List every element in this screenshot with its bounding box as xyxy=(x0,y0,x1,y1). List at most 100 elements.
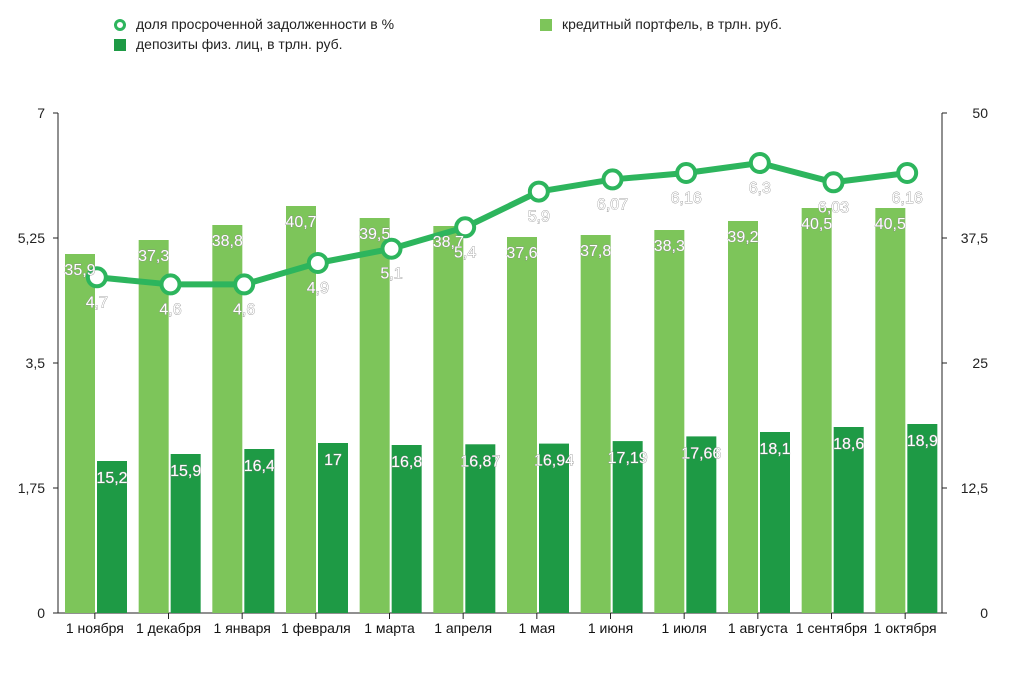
x-tick-label: 1 марта xyxy=(364,620,415,636)
y-right-tick-label: 0 xyxy=(980,605,988,621)
bar-deposits xyxy=(686,436,717,613)
data-label-deposits: 16,4 xyxy=(244,458,275,475)
line-point-overdue-share xyxy=(159,273,182,296)
bar-loan-portfolio xyxy=(507,237,537,613)
line-point-overdue-share xyxy=(675,162,698,184)
data-label-deposits: 17 xyxy=(324,452,342,469)
bar-loan-portfolio xyxy=(138,240,169,613)
legend-label-deposits: депозиты физ. лиц, в трлн. руб. xyxy=(136,36,343,52)
data-label-overdue-share: 5,4 xyxy=(454,244,476,261)
data-label-loan-portfolio: 40,5 xyxy=(801,216,832,233)
data-label-overdue-share: 4,9 xyxy=(307,280,329,297)
data-label-loan-portfolio: 38,3 xyxy=(654,238,685,255)
data-label-deposits: 17,66 xyxy=(681,445,721,462)
line-point-overdue-share xyxy=(306,252,329,274)
line-overdue-share xyxy=(93,160,911,288)
data-label-overdue-share: 6,03 xyxy=(818,199,849,216)
line-point-overdue-share xyxy=(748,152,771,174)
x-tick-label: 1 ноября xyxy=(66,620,124,636)
data-label-loan-portfolio: 38,8 xyxy=(212,233,243,250)
bar-loan-portfolio xyxy=(875,208,906,613)
x-tick-label: 1 мая xyxy=(518,620,555,636)
chart-legend: доля просроченной задолженности в % депо… xyxy=(0,0,1024,60)
y-left-tick-label: 5,25 xyxy=(18,230,45,246)
bar-deposits xyxy=(244,449,275,613)
bar-deposits xyxy=(97,461,127,613)
y-right-tick-label: 37,5 xyxy=(961,230,988,246)
data-label-loan-portfolio: 40,5 xyxy=(875,216,906,233)
y-left-tick-label: 1,75 xyxy=(18,480,45,496)
y-left-tick-label: 3,5 xyxy=(26,355,46,371)
data-label-deposits: 18,6 xyxy=(833,436,864,453)
data-label-loan-portfolio: 39,5 xyxy=(359,226,390,243)
data-label-overdue-share: 6,3 xyxy=(749,180,771,197)
legend-marker-line xyxy=(114,19,126,31)
data-label-overdue-share: 6,07 xyxy=(597,196,628,213)
x-tick-label: 1 июня xyxy=(588,620,633,636)
y-left-tick-label: 7 xyxy=(37,105,45,121)
data-label-loan-portfolio: 38,7 xyxy=(433,234,464,251)
y-right-tick-label: 50 xyxy=(972,105,988,121)
data-label-overdue-share: 5,9 xyxy=(528,209,550,226)
x-tick-label: 1 июля xyxy=(661,620,706,636)
bar-deposits xyxy=(539,443,569,613)
line-group xyxy=(85,152,919,296)
bar-deposits xyxy=(612,441,643,613)
bar-deposits xyxy=(318,443,348,613)
bar-deposits xyxy=(760,432,790,613)
data-label-overdue-share: 6,16 xyxy=(671,190,702,207)
bar-deposits xyxy=(391,445,422,613)
x-tick-label: 1 апреля xyxy=(434,620,492,636)
line-point-overdue-share xyxy=(822,171,845,194)
x-tick-label: 1 октября xyxy=(874,620,937,636)
bar-deposits xyxy=(170,454,201,613)
bar-deposits xyxy=(907,424,938,613)
data-label-deposits: 18,9 xyxy=(907,433,938,450)
y-left-tick-label: 0 xyxy=(37,605,45,621)
data-label-loan-portfolio: 37,6 xyxy=(506,245,537,262)
bar-loan-portfolio xyxy=(728,221,758,613)
line-point-overdue-share xyxy=(896,162,919,184)
data-label-overdue-share: 4,6 xyxy=(159,301,181,318)
data-label-overdue-share: 6,16 xyxy=(892,190,923,207)
data-label-overdue-share: 4,7 xyxy=(86,294,108,311)
line-point-overdue-share xyxy=(601,168,624,191)
line-point-overdue-share xyxy=(85,266,108,289)
bar-loan-portfolio xyxy=(580,235,611,613)
legend-label-loan-portfolio: кредитный портфель, в трлн. руб. xyxy=(562,16,783,32)
x-tick-label: 1 февраля xyxy=(281,620,351,636)
data-label-deposits: 15,2 xyxy=(96,470,127,487)
axes-group: 0 1,75 3,5 5,25 7 0 12,5 25 37,5 50 1 ноября 1 дека… xyxy=(18,105,988,636)
data-label-loan-portfolio: 40,7 xyxy=(285,214,316,231)
bar-loan-portfolio xyxy=(801,208,832,613)
bars-group xyxy=(65,206,938,613)
bar-loan-portfolio xyxy=(433,226,464,613)
legend-swatch-deposits xyxy=(114,39,126,51)
bar-loan-portfolio xyxy=(359,218,390,613)
data-label-deposits: 15,9 xyxy=(170,463,201,480)
line-point-overdue-share xyxy=(233,273,256,296)
y-right-tick-label: 25 xyxy=(972,355,988,371)
bar-deposits xyxy=(833,427,864,613)
legend-swatch-loan-portfolio xyxy=(540,19,552,31)
data-label-overdue-share: 4,6 xyxy=(233,301,255,318)
x-tick-label: 1 августа xyxy=(728,620,788,636)
line-point-overdue-share xyxy=(527,180,550,203)
data-label-overdue-share: 5,1 xyxy=(380,266,402,283)
data-label-deposits: 18,1 xyxy=(759,441,790,458)
line-point-overdue-share xyxy=(380,237,403,260)
legend-label-overdue-share: доля просроченной задолженности в % xyxy=(136,16,395,32)
data-label-deposits: 16,94 xyxy=(534,453,574,470)
x-tick-label: 1 декабря xyxy=(136,620,201,636)
data-label-deposits: 16,8 xyxy=(391,454,422,471)
x-tick-label: 1 января xyxy=(214,620,271,636)
data-label-deposits: 16,87 xyxy=(460,453,500,470)
bar-loan-portfolio xyxy=(654,230,685,613)
bar-loan-portfolio xyxy=(65,254,95,613)
data-label-loan-portfolio: 39,2 xyxy=(727,229,758,246)
data-label-loan-portfolio: 37,8 xyxy=(580,243,611,260)
data-label-loan-portfolio: 35,9 xyxy=(64,262,95,279)
y-right-tick-label: 12,5 xyxy=(961,480,988,496)
data-labels-group: 35,9 15,2 37,3 15,9 38,8 16,4 40,7 17 39,5 16,8 38… xyxy=(64,180,938,488)
